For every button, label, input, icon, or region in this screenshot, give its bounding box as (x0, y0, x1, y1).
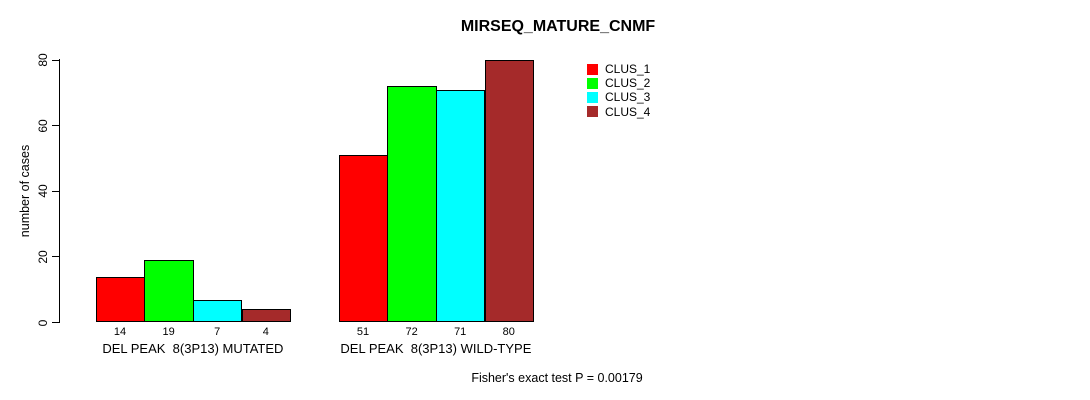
stat-test-annotation: Fisher's exact test P = 0.00179 (471, 371, 643, 385)
y-axis-title: number of cases (18, 144, 32, 238)
legend-swatch-clus_3 (587, 91, 598, 103)
legend-label: CLUS_4 (605, 104, 651, 119)
legend-swatch-clus_2 (587, 77, 598, 89)
y-tick-mark (52, 125, 59, 127)
group-label-2: DEL PEAK 8(3P13) WILD-TYPE (340, 341, 532, 356)
bar-clus_1-group2 (338, 155, 389, 323)
y-tick-mark (52, 59, 59, 61)
y-tick-mark (52, 322, 59, 323)
legend-row-clus_2: CLUS_2 (587, 76, 650, 90)
bar-value-label: 80 (502, 326, 515, 338)
legend-row-clus_1: CLUS_1 (587, 62, 650, 76)
y-tick-mark (52, 190, 59, 192)
bar-clus_3-group2 (435, 89, 486, 323)
y-tick-label: 20 (36, 250, 50, 264)
legend: CLUS_1 CLUS_2 CLUS_3 CLUS_4 (587, 62, 650, 119)
y-tick-label: 0 (36, 319, 50, 326)
bar-clus_4-group2 (484, 60, 535, 323)
chart-title: MIRSEQ_MATURE_CNMF (460, 18, 656, 35)
bar-value-label: 51 (356, 326, 370, 338)
legend-swatch-clus_4 (587, 106, 598, 118)
legend-label: CLUS_1 (605, 62, 651, 76)
legend-label: CLUS_3 (605, 90, 651, 105)
group-label-1: DEL PEAK 8(3P13) MUTATED (102, 341, 284, 356)
bar-value-label: 19 (162, 326, 175, 338)
y-tick-label: 40 (36, 184, 50, 198)
bar-value-label: 71 (454, 326, 467, 338)
legend-row-clus_4: CLUS_4 (587, 105, 650, 119)
y-axis-line (59, 59, 60, 323)
y-tick-label: 60 (36, 119, 50, 133)
bar-clus_2-group1 (144, 260, 194, 323)
bar-clus_1-group1 (95, 276, 146, 323)
bar-value-label: 72 (405, 326, 418, 338)
bar-value-label: 14 (113, 326, 127, 338)
legend-row-clus_3: CLUS_3 (587, 90, 650, 104)
y-tick-mark (52, 256, 59, 258)
bar-clus_2-group2 (387, 86, 437, 323)
bar-value-label: 4 (262, 326, 269, 338)
bar-clus_3-group1 (192, 299, 243, 323)
bar-clus_4-group1 (241, 309, 292, 323)
legend-swatch-clus_1 (587, 63, 598, 75)
y-tick-label: 80 (36, 53, 50, 67)
bar-value-label: 7 (214, 326, 221, 338)
legend-label: CLUS_2 (605, 76, 651, 91)
